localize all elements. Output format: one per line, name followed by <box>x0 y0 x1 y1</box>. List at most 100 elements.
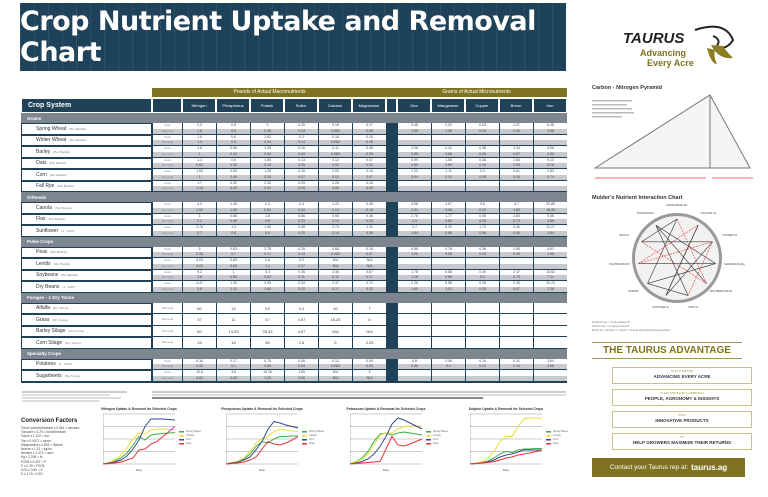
legend-label: Corn <box>553 438 559 441</box>
value-removal-nitrogen: 34 <box>182 337 216 349</box>
value-removal-boron <box>499 263 533 270</box>
value-grain-calcium: 2.36 <box>318 269 352 276</box>
advantage-step: IS DELIVERED BY COMBINING PEOPLE, AGRONOM… <box>612 389 752 406</box>
conversion-item: Hectare x 2.471 = acre <box>21 451 54 456</box>
legend-swatch <box>179 431 184 433</box>
legend-swatch <box>426 431 431 433</box>
crop-name-cell: Peas (Per Bushel) <box>21 246 152 258</box>
removal-label: Removal <box>152 275 182 281</box>
row-divider <box>152 179 567 181</box>
value-grain-boron: 1.47 <box>499 123 533 129</box>
value-removal-calcium: 5 <box>318 337 352 349</box>
advantage-title: THE TAURUS ADVANTAGE <box>592 342 742 359</box>
value-removal-copper: 0.16 <box>465 252 499 258</box>
value-removal-zinc: 0.94 <box>397 174 431 181</box>
value-removal-potash: 0.28 <box>250 174 284 181</box>
value-removal-manganese: 0.86 <box>431 230 465 237</box>
value-removal-boron <box>499 337 533 349</box>
value-grain-calcium: 0.56 <box>318 213 352 220</box>
legend-label: Peas <box>186 442 192 445</box>
value-grain-boron <box>499 134 533 141</box>
legend-label: Peas <box>309 442 315 445</box>
value-removal-copper <box>465 337 499 349</box>
removal-label: Removal <box>152 230 182 237</box>
value-grain-zinc: 1.78 <box>397 269 431 276</box>
interaction-line <box>641 218 678 243</box>
column-header-sulfur: Sulfur <box>284 98 318 113</box>
series-line-spring-wheat <box>226 435 298 465</box>
value-removal-magnesium: 0.07 <box>352 252 386 258</box>
value-removal-phosphorus: 16 <box>216 337 250 349</box>
value-grain-magnesium: 0.16 <box>352 169 386 175</box>
row-divider <box>152 212 567 214</box>
legend-solid: Solid Line = A suppresses B <box>592 324 630 328</box>
value-grain-copper: 0.36 <box>465 246 499 253</box>
column-separator <box>386 213 397 225</box>
crop-name-cell: Barley (Per Bushel) <box>21 146 152 158</box>
crop-unit: (Per Bushel) <box>48 217 66 222</box>
value-removal-zinc <box>397 325 431 337</box>
series-line-peas <box>103 426 176 465</box>
value-removal-sulfur: 4.67 <box>284 314 318 326</box>
value-grain-calcium: 0.12 <box>318 358 352 365</box>
value-removal-boron: 0.90 <box>499 230 533 237</box>
value-removal-calcium: 0.082 <box>318 140 352 146</box>
grain-label: Grain <box>152 258 182 264</box>
column-separator <box>386 123 397 135</box>
value-removal-nitrogen: 3.03 <box>182 263 216 270</box>
value-removal-zinc: 1.26 <box>397 252 431 258</box>
conversion-item: Kg x 2.205 = lb <box>21 455 43 460</box>
grain-label: Grain <box>152 370 182 376</box>
value-grain-nitrogen: 1.6 <box>182 134 216 141</box>
value-removal-sulfur: 0.03 <box>284 364 318 370</box>
value-grain-copper <box>465 258 499 264</box>
value-removal-sulfur: 0.05 <box>284 163 318 169</box>
crop-system-header: Crop System <box>21 98 152 113</box>
value-removal-copper <box>465 325 499 337</box>
value-grain-phosphorus: 0.17 <box>216 358 250 365</box>
value-removal-copper: 0.26 <box>465 151 499 158</box>
value-removal-iron: 1.68 <box>533 364 567 370</box>
value-grain-manganese <box>431 370 465 376</box>
value-grain-boron: 2.47 <box>499 269 533 276</box>
grain-label: Grain <box>152 281 182 287</box>
value-grain-zinc: 1.26 <box>397 146 431 152</box>
value-removal-manganese <box>431 302 465 314</box>
value-removal-sulfur: 0.09 <box>284 151 318 158</box>
value-grain-manganese: 1.11 <box>431 169 465 175</box>
value-removal-zinc <box>397 263 431 270</box>
value-removal-boron: 0.67 <box>499 151 533 158</box>
value-removal-phosphorus: 1.12 <box>216 286 250 293</box>
crop-name: Spring Wheat <box>36 125 67 132</box>
value-grain-calcium: 0.11 <box>318 146 352 152</box>
value-removal-calcium: 0.11 <box>318 275 352 281</box>
legend-swatch <box>546 439 551 441</box>
value-removal-iron: 3.65 <box>533 219 567 225</box>
value-grain-nitrogen: 0.34 <box>182 358 216 365</box>
value-removal-manganese <box>431 375 465 382</box>
interaction-line <box>647 263 716 284</box>
value-removal-boron: 0.40 <box>499 252 533 258</box>
value-grain-phosphorus: 3.6 <box>216 370 250 376</box>
mulder-interaction-chart <box>632 213 722 303</box>
contact-link[interactable]: taurus.ag <box>691 463 728 472</box>
value-removal-boron: 0.79 <box>499 275 533 281</box>
advantage-step-text: HELP GROWERS MAXIMIZE THEIR RETURNS <box>633 440 731 445</box>
value-removal-potash: 0.65 <box>250 364 284 370</box>
crop-name: Potatoes <box>36 361 56 368</box>
removal-label: Removal <box>152 364 182 370</box>
value-removal-phosphorus: 0.1 <box>216 364 250 370</box>
value-grain-boron <box>499 180 533 187</box>
value-removal-iron <box>533 325 567 337</box>
removal-label: Removal <box>152 286 182 293</box>
value-removal-copper: 0.25 <box>465 219 499 225</box>
value-removal-nitrogen: 60 <box>182 325 216 337</box>
value-removal-manganese: 1.08 <box>431 128 465 135</box>
row-divider <box>152 380 567 382</box>
value-grain-potash: 1.62 <box>250 134 284 141</box>
value-removal-calcium: 0.083 <box>318 364 352 370</box>
row-divider <box>152 224 567 226</box>
value-grain-magnesium: N/A <box>352 258 386 264</box>
value-grain-sulfur: 0.25 <box>284 123 318 129</box>
nutrient-label: MANGANESE Mn <box>666 204 688 207</box>
